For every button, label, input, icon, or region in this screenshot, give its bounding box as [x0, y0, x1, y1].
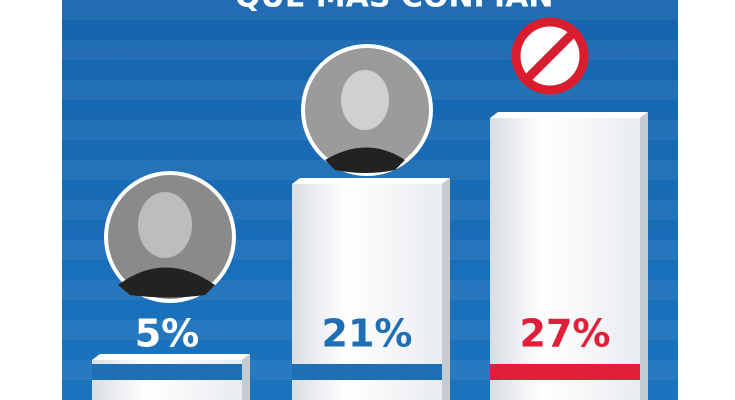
value-label: 21%	[322, 312, 413, 356]
bar-stripe	[92, 364, 242, 380]
bar-top	[292, 178, 450, 184]
bar	[490, 118, 640, 400]
bar-stripe	[490, 364, 640, 380]
bar-side	[442, 178, 450, 400]
portrait-2	[301, 44, 433, 176]
chart-title: QUE MÁS CONFIAN	[235, 0, 554, 15]
bar-top	[490, 112, 648, 118]
value-label: 27%	[520, 312, 611, 356]
left-margin	[0, 0, 62, 400]
portrait-1	[104, 171, 236, 303]
bar-top	[92, 354, 250, 360]
bar-stripe	[292, 364, 442, 380]
bar-side	[242, 354, 250, 400]
bar-side	[640, 112, 648, 400]
prohibition-icon	[511, 17, 589, 95]
value-label: 5%	[135, 312, 200, 356]
right-margin	[678, 0, 735, 400]
